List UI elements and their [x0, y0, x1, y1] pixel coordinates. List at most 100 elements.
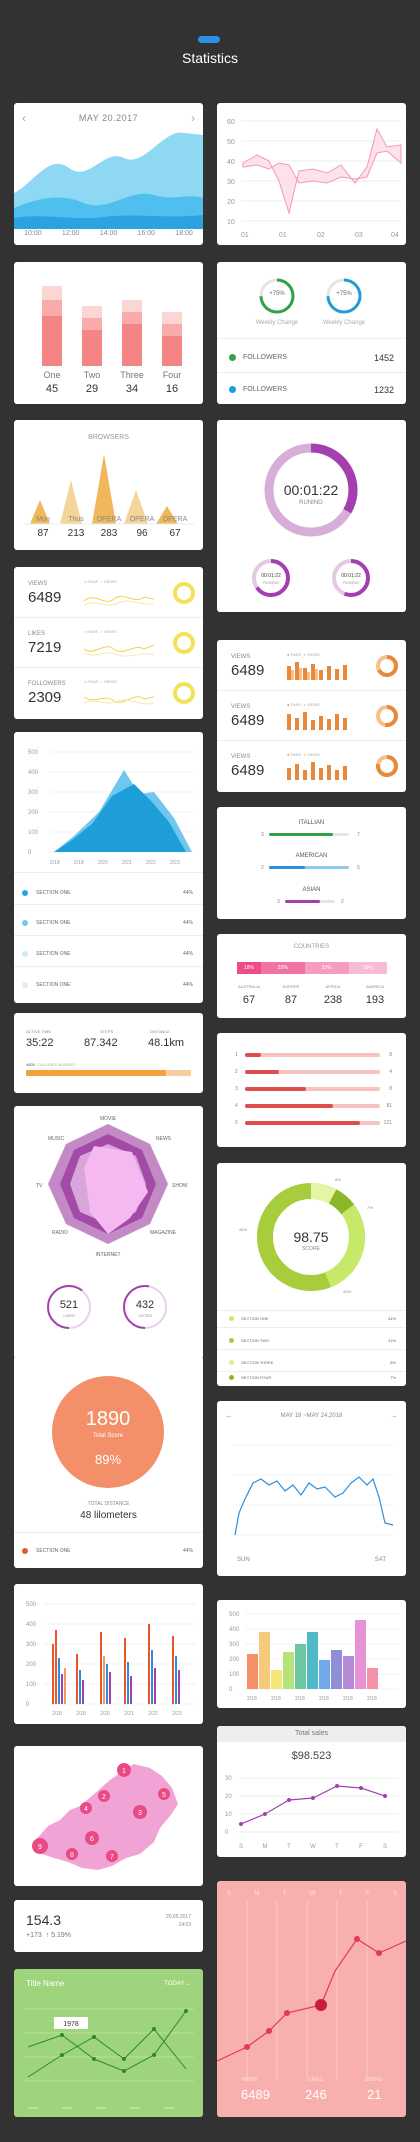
row-value: 4	[389, 1069, 392, 1075]
axis-start: SUN	[237, 1557, 250, 1563]
country-value: 193	[365, 994, 385, 1006]
day-label: M	[263, 1844, 268, 1850]
bar	[162, 312, 182, 366]
triangle-chart	[24, 454, 194, 525]
y-tick: 0	[26, 1702, 30, 1708]
marker-label: 5	[162, 1792, 166, 1799]
x-tick: 2/21	[122, 860, 132, 866]
legend-label: FANS	[87, 579, 98, 584]
axis-label: SHOW	[172, 1183, 188, 1189]
legend-label: VIEWS	[103, 579, 117, 584]
small-timer-value: 00:01:22	[261, 573, 281, 579]
pink-line-chart: 60 50 40 30 20 10 01 01 02 03 04	[227, 119, 402, 239]
y-tick: 500	[229, 1612, 240, 1618]
marker-label: 3	[138, 1810, 142, 1817]
row-label: FOLLOWERS	[243, 354, 287, 361]
x-tick: 2/18	[343, 1696, 353, 1702]
y-tick: 0	[225, 1830, 229, 1836]
browser-label: Thus	[68, 516, 84, 523]
x-tick: 2/23	[172, 1711, 182, 1717]
y-tick: 10	[227, 219, 235, 226]
ring-value: 521	[59, 1299, 79, 1311]
bar-label: Three	[120, 370, 144, 380]
section-percent: 8%	[390, 1360, 396, 1365]
chevron-down-icon: ⌄	[185, 1981, 191, 1987]
wave-chart	[14, 132, 203, 229]
browser-label: OPERA	[129, 516, 155, 523]
bar-number: 4800	[26, 1062, 35, 1067]
activity-label: ACTIVE TIME	[26, 1029, 52, 1034]
x-tick: 2/22	[148, 1711, 158, 1717]
arrow-left-icon[interactable]: ←	[225, 1411, 233, 1420]
cuisine-track	[269, 866, 349, 869]
ring-value: 432	[135, 1299, 155, 1311]
section-percent: 7%	[390, 1375, 396, 1380]
map-marker	[117, 1763, 131, 1777]
bar-value: 29	[85, 383, 99, 395]
arrow-right-icon[interactable]: →	[390, 1411, 398, 1420]
area-chart: 500 400 300 200 100 0 2/18 2/18 2/20 2/2…	[28, 750, 194, 866]
y-tick: 400	[28, 770, 39, 776]
sparkline	[84, 696, 154, 705]
pink-stat-value: 21	[367, 2087, 382, 2102]
country-label: AMERICA	[365, 984, 385, 989]
sales-line-chart: 30 20 10 0 S M T W T F S	[225, 1776, 399, 1850]
section-label: SECTION FOUR	[241, 1375, 272, 1380]
green-line-card: Title Name TODAY ⌄ 1978 xxxxx xxxxx xxxx…	[14, 1969, 203, 2117]
green-title: Title Name	[26, 1979, 65, 1988]
chevron-right-icon[interactable]: ›	[191, 111, 195, 125]
donut-label: SCORE	[302, 1246, 320, 1252]
pink-line-chart	[217, 1901, 406, 2081]
day-label: T	[287, 1844, 291, 1850]
distance-label: TOTAL DISTANCE	[87, 1501, 130, 1507]
section-label: SECTION THREE	[241, 1360, 274, 1365]
activity-label: DISTANCE	[150, 1029, 170, 1034]
green-line-chart: 1978 xxxxx xxxxx xxxxx xxxxx xxxxx	[24, 2008, 194, 2110]
y-tick: 60	[227, 119, 235, 126]
legend-label: VIEWS	[103, 679, 117, 684]
x-tick: 2/20	[98, 860, 108, 866]
header-indicator	[198, 36, 220, 43]
marker-label: 9	[38, 1844, 42, 1851]
ring-percent: +75%	[269, 291, 285, 297]
row-value: 1232	[373, 385, 394, 395]
x-tick: 2/18	[50, 860, 60, 866]
cuisine-track	[269, 833, 349, 836]
legend-dot	[22, 951, 28, 957]
grouped-bar-card: 500 400 300 200 100 0 2/18 2/18 2/20 2/2…	[14, 1584, 203, 1724]
row-value: 121	[383, 1120, 392, 1126]
day-label: S	[383, 1844, 387, 1850]
segment: 18%	[237, 962, 261, 974]
browser-value: 283	[100, 528, 118, 539]
today-dropdown[interactable]: TODAY ⌄	[164, 1980, 191, 1987]
row-index: 4	[235, 1103, 238, 1109]
legend-label: VIEWS	[103, 629, 117, 634]
ring-chart	[47, 1285, 91, 1329]
ring-label: LIKES	[63, 1313, 75, 1318]
region-map: 1 2 3 4 5 6 7 8 9	[32, 1763, 178, 1870]
map-marker	[133, 1805, 147, 1819]
timer-status: RUNING	[299, 500, 323, 506]
day-label: S	[239, 1844, 243, 1850]
spark-value: 7219	[28, 639, 62, 656]
cuisine-a: 3	[261, 832, 264, 838]
sales-value: $98.523	[291, 1750, 332, 1762]
segment: 33%	[260, 962, 305, 974]
timer-value: 00:01:22	[283, 482, 339, 498]
chevron-left-icon[interactable]: ‹	[22, 111, 26, 125]
x-tick: xxxxx	[62, 2105, 72, 2110]
color-bar-card: 500 400 300 200 100 0 2/18 2/18 2/18 2/1…	[217, 1600, 406, 1708]
bar-label: One	[43, 370, 61, 380]
x-tick: xxxxx	[28, 2105, 38, 2110]
country-value: 87	[284, 994, 298, 1006]
axis-label: MOVIE	[100, 1116, 117, 1122]
row-value: 8	[389, 1086, 392, 1092]
stat-delta: +173	[26, 1932, 42, 1939]
cuisine-card: ITALLIAN 3 7 AMERICAN 2 5 ASIAN 3 2	[217, 807, 406, 919]
map-marker	[98, 1790, 110, 1802]
day-label: S	[392, 1891, 397, 1897]
bar-caption: CALORIES BURNED	[37, 1062, 76, 1067]
sparkline-card: VIEWS 6489 ● FANS ● VIEWS LIKES 7219 ● F…	[14, 567, 203, 719]
day-label: F	[365, 1891, 370, 1897]
y-tick: 0	[28, 850, 32, 856]
